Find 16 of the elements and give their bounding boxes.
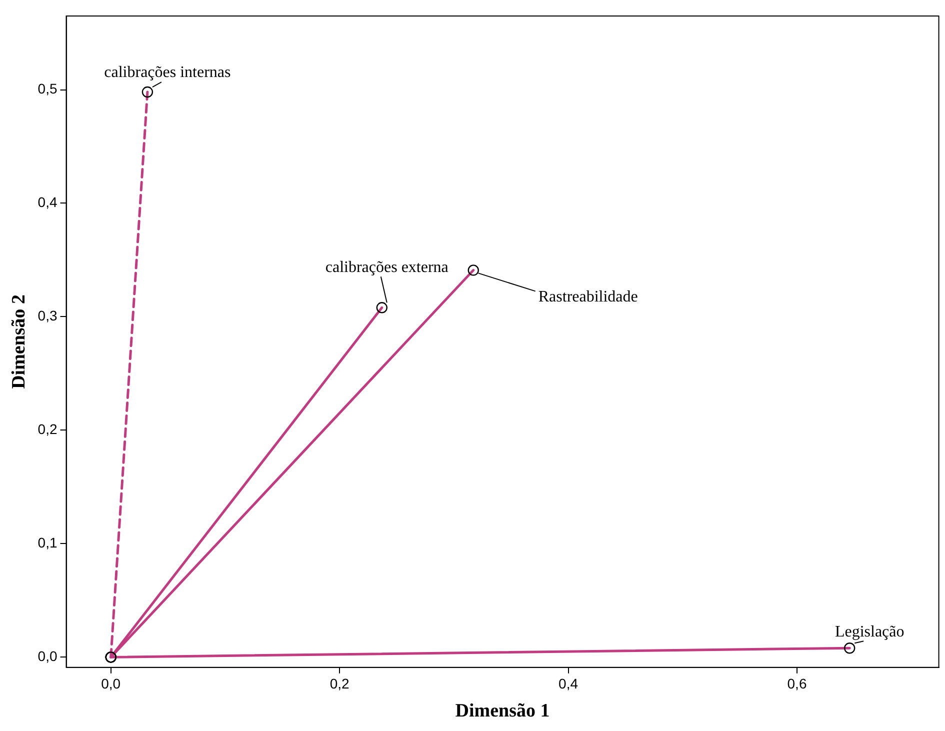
y-tick-label: 0,0	[38, 648, 58, 664]
series-label: Legislação	[834, 623, 904, 640]
text: Rastreabilidade	[538, 288, 638, 306]
y-tick-label: 0,1	[38, 534, 58, 551]
y-tick-label: 0,2	[38, 421, 58, 438]
y-axis-title: Dimensão 2	[8, 294, 30, 389]
y-tick-label: 0,3	[38, 308, 58, 324]
y-tick-label: 0,4	[38, 194, 58, 210]
x-tick-label: 0,4	[558, 676, 578, 692]
y-tick-label: 0,5	[38, 80, 58, 97]
text: calibrações externa	[325, 258, 448, 276]
x-tick-label: 0,6	[787, 676, 807, 692]
x-tick-label: 0,0	[101, 676, 121, 692]
series-label: calibrações internas	[104, 64, 231, 82]
x-axis-title: Dimensão 1	[455, 700, 550, 722]
x-tick-label: 0,2	[330, 676, 350, 692]
